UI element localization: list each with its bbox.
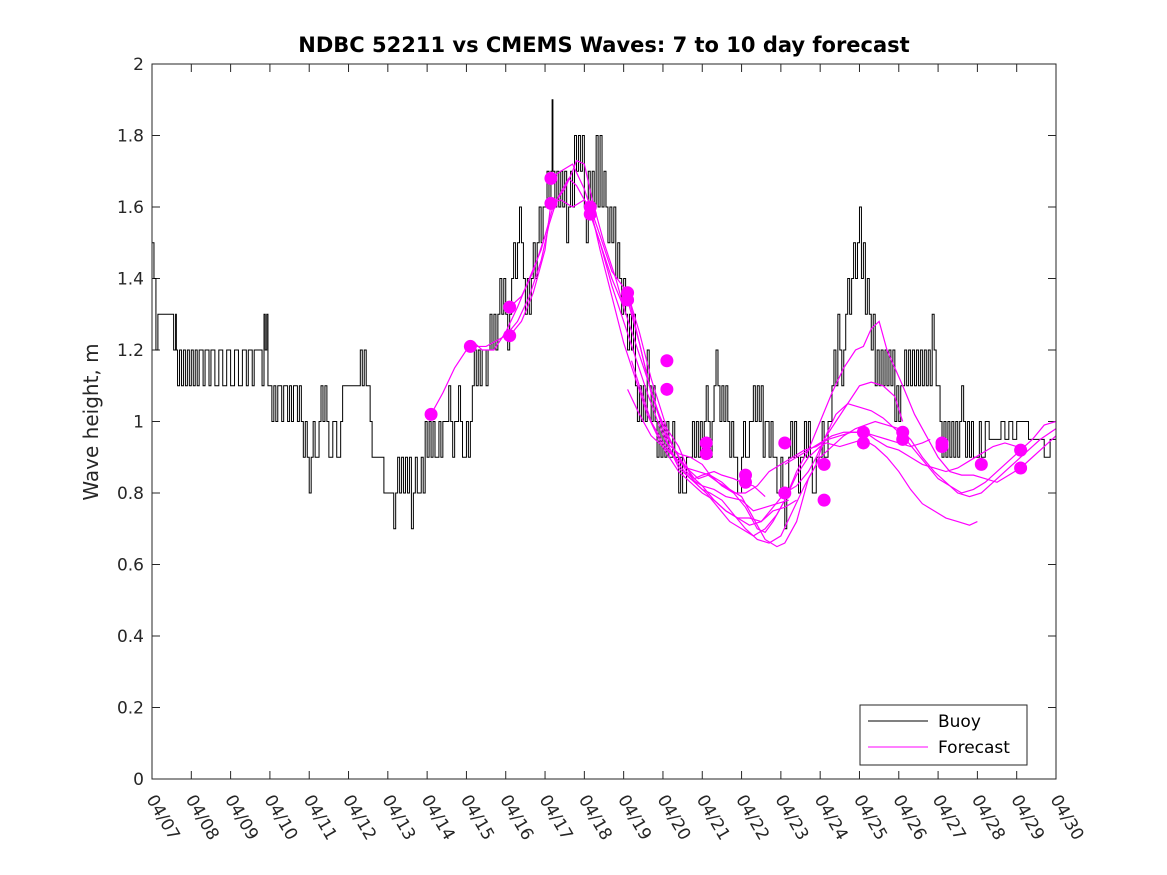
forecast-start-marker (621, 293, 635, 307)
forecast-run-line (784, 431, 1017, 473)
forecast-start-marker (1014, 443, 1028, 457)
legend: Buoy Forecast (859, 704, 1028, 766)
forecast-start-marker (699, 436, 713, 450)
forecast-start-marker (503, 329, 517, 343)
y-tick-label: 2 (133, 55, 144, 75)
y-tick-label: 0.6 (117, 556, 144, 576)
forecast-start-marker (778, 486, 792, 500)
forecast-run-line (630, 360, 1056, 548)
buoy-series-line (152, 99, 1056, 530)
forecast-start-marker (1014, 461, 1028, 475)
y-tick-label: 0.8 (117, 484, 144, 504)
y-axis-label: Wave height, m (79, 343, 103, 500)
forecast-start-marker (817, 457, 831, 471)
y-tick-label: 0.4 (117, 627, 144, 647)
forecast-start-marker (778, 436, 792, 450)
chart-title: NDBC 52211 vs CMEMS Waves: 7 to 10 day f… (298, 33, 909, 57)
y-tick-label: 0 (133, 770, 144, 790)
forecast-start-marker (817, 493, 831, 507)
legend-box (859, 704, 1028, 766)
data-layer (152, 99, 1056, 548)
forecast-run-line (550, 163, 904, 526)
forecast-run-line (666, 431, 931, 494)
forecast-run-line (470, 159, 766, 498)
forecast-start-marker (544, 196, 558, 210)
forecast-start-marker (935, 440, 949, 454)
forecast-start-marker (463, 339, 477, 353)
y-tick-label: 1 (133, 413, 144, 433)
forecast-start-marker (856, 436, 870, 450)
y-tick-label: 1.6 (117, 198, 144, 218)
forecast-run-line (430, 235, 546, 415)
forecast-start-marker (503, 300, 517, 314)
legend-label-forecast: Forecast (938, 738, 1010, 758)
forecast-start-marker (896, 432, 910, 446)
forecast-run-line (626, 292, 1056, 544)
forecast-start-marker (974, 457, 988, 471)
y-tick-label: 1.2 (117, 341, 144, 361)
y-tick-label: 0.2 (117, 699, 144, 719)
forecast-start-marker (583, 207, 597, 221)
forecast-run-line (627, 389, 978, 534)
forecast-start-marker (738, 475, 752, 489)
y-tick-label: 1.8 (117, 127, 144, 147)
forecast-start-marker (660, 354, 674, 368)
forecast-start-marker (544, 171, 558, 185)
y-tick-label: 1.4 (117, 270, 144, 290)
legend-label-buoy: Buoy (938, 712, 981, 732)
forecast-start-marker (660, 382, 674, 396)
forecast-start-marker (856, 425, 870, 439)
forecast-start-marker (699, 447, 713, 461)
forecast-start-marker (424, 407, 438, 421)
plot-frame (151, 63, 1057, 780)
